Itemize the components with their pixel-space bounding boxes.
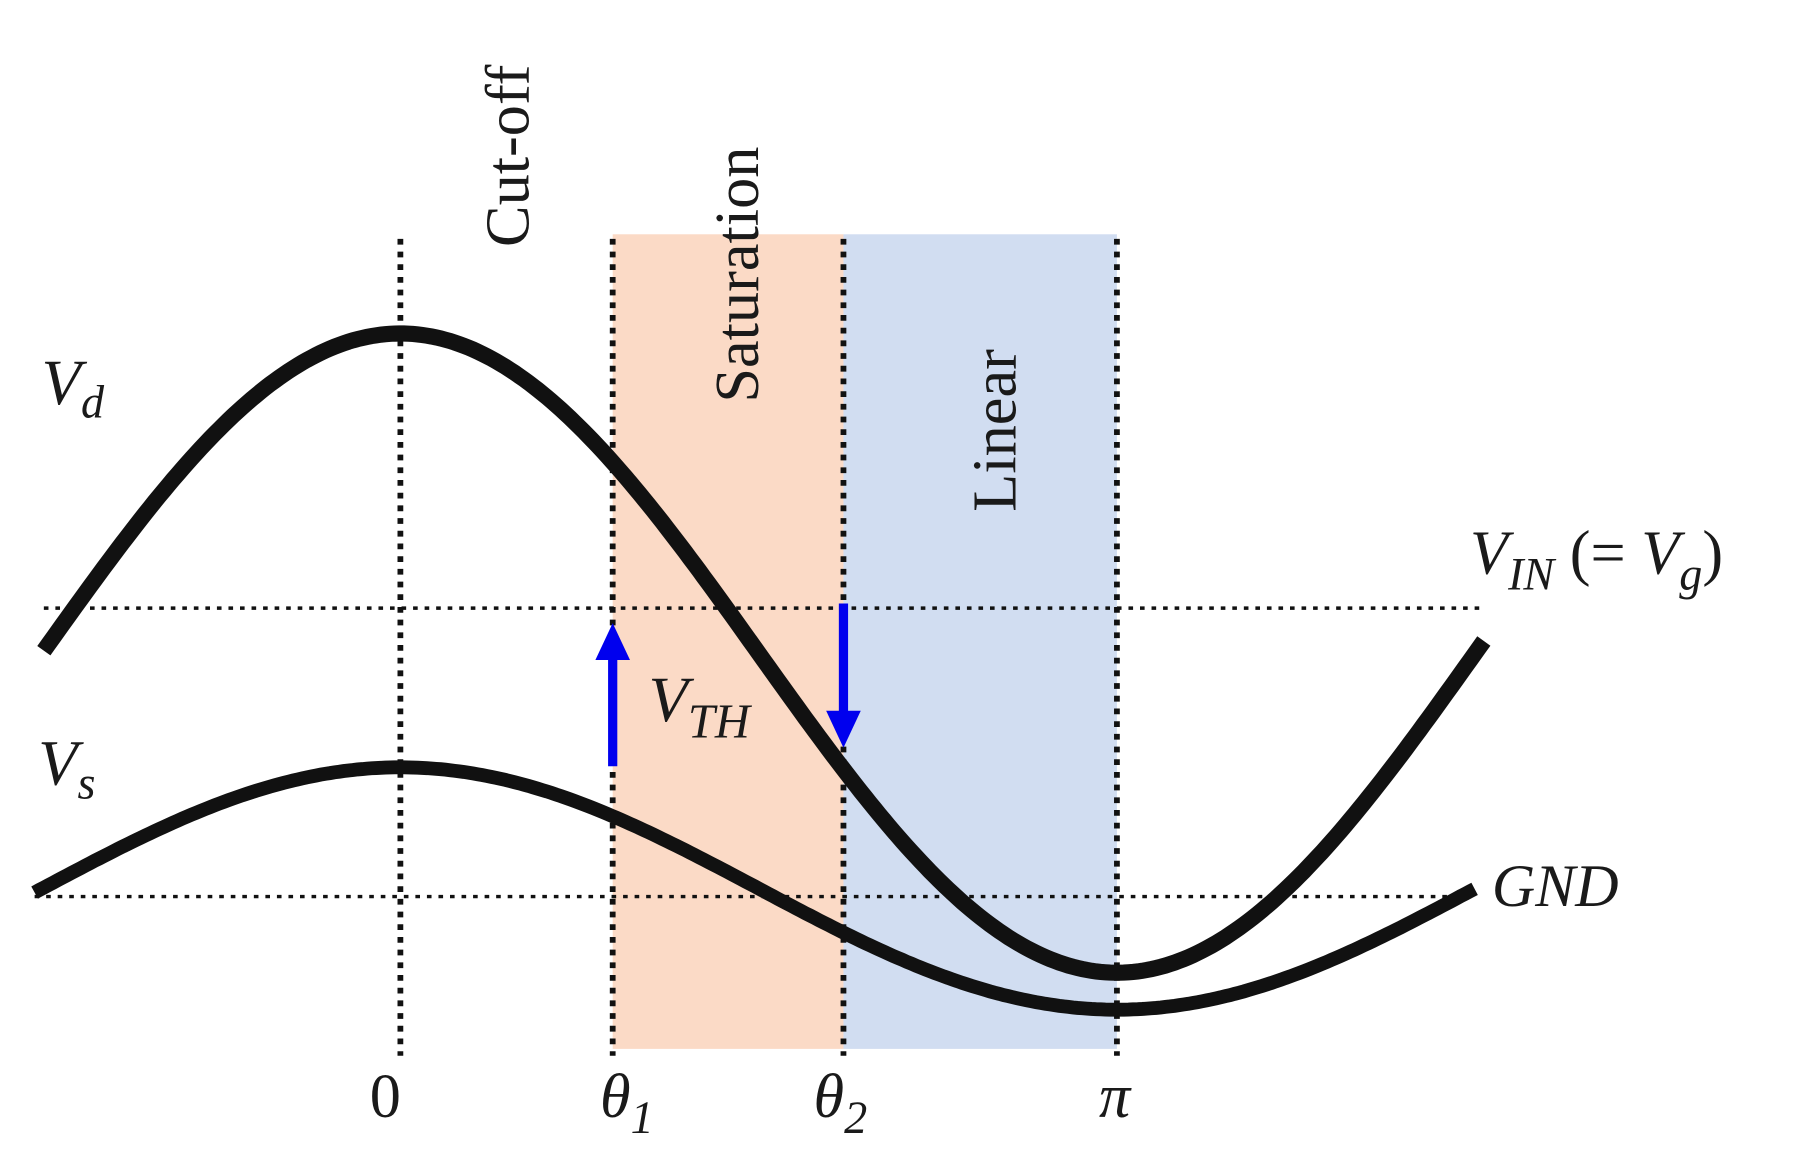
- phase-label: θ1: [600, 1062, 654, 1143]
- phase-label: 0: [370, 1062, 401, 1131]
- gnd-label: GND: [1492, 853, 1619, 919]
- arrow-head: [826, 710, 861, 748]
- vd-label: Vd: [42, 346, 105, 428]
- region-label: Cut-off: [473, 64, 542, 247]
- region-label: Saturation: [703, 147, 772, 403]
- vth-label: VTH: [648, 663, 752, 748]
- vd-curve: [37, 325, 1491, 981]
- vs-label: Vs: [38, 727, 95, 809]
- phase-label: θ2: [813, 1062, 867, 1143]
- arrow-head: [595, 623, 630, 661]
- vin-label: VIN (= Vg): [1470, 519, 1723, 600]
- region-label: Linear: [960, 349, 1029, 512]
- phase-label: π: [1099, 1062, 1132, 1131]
- vs-curve: [31, 760, 1478, 1017]
